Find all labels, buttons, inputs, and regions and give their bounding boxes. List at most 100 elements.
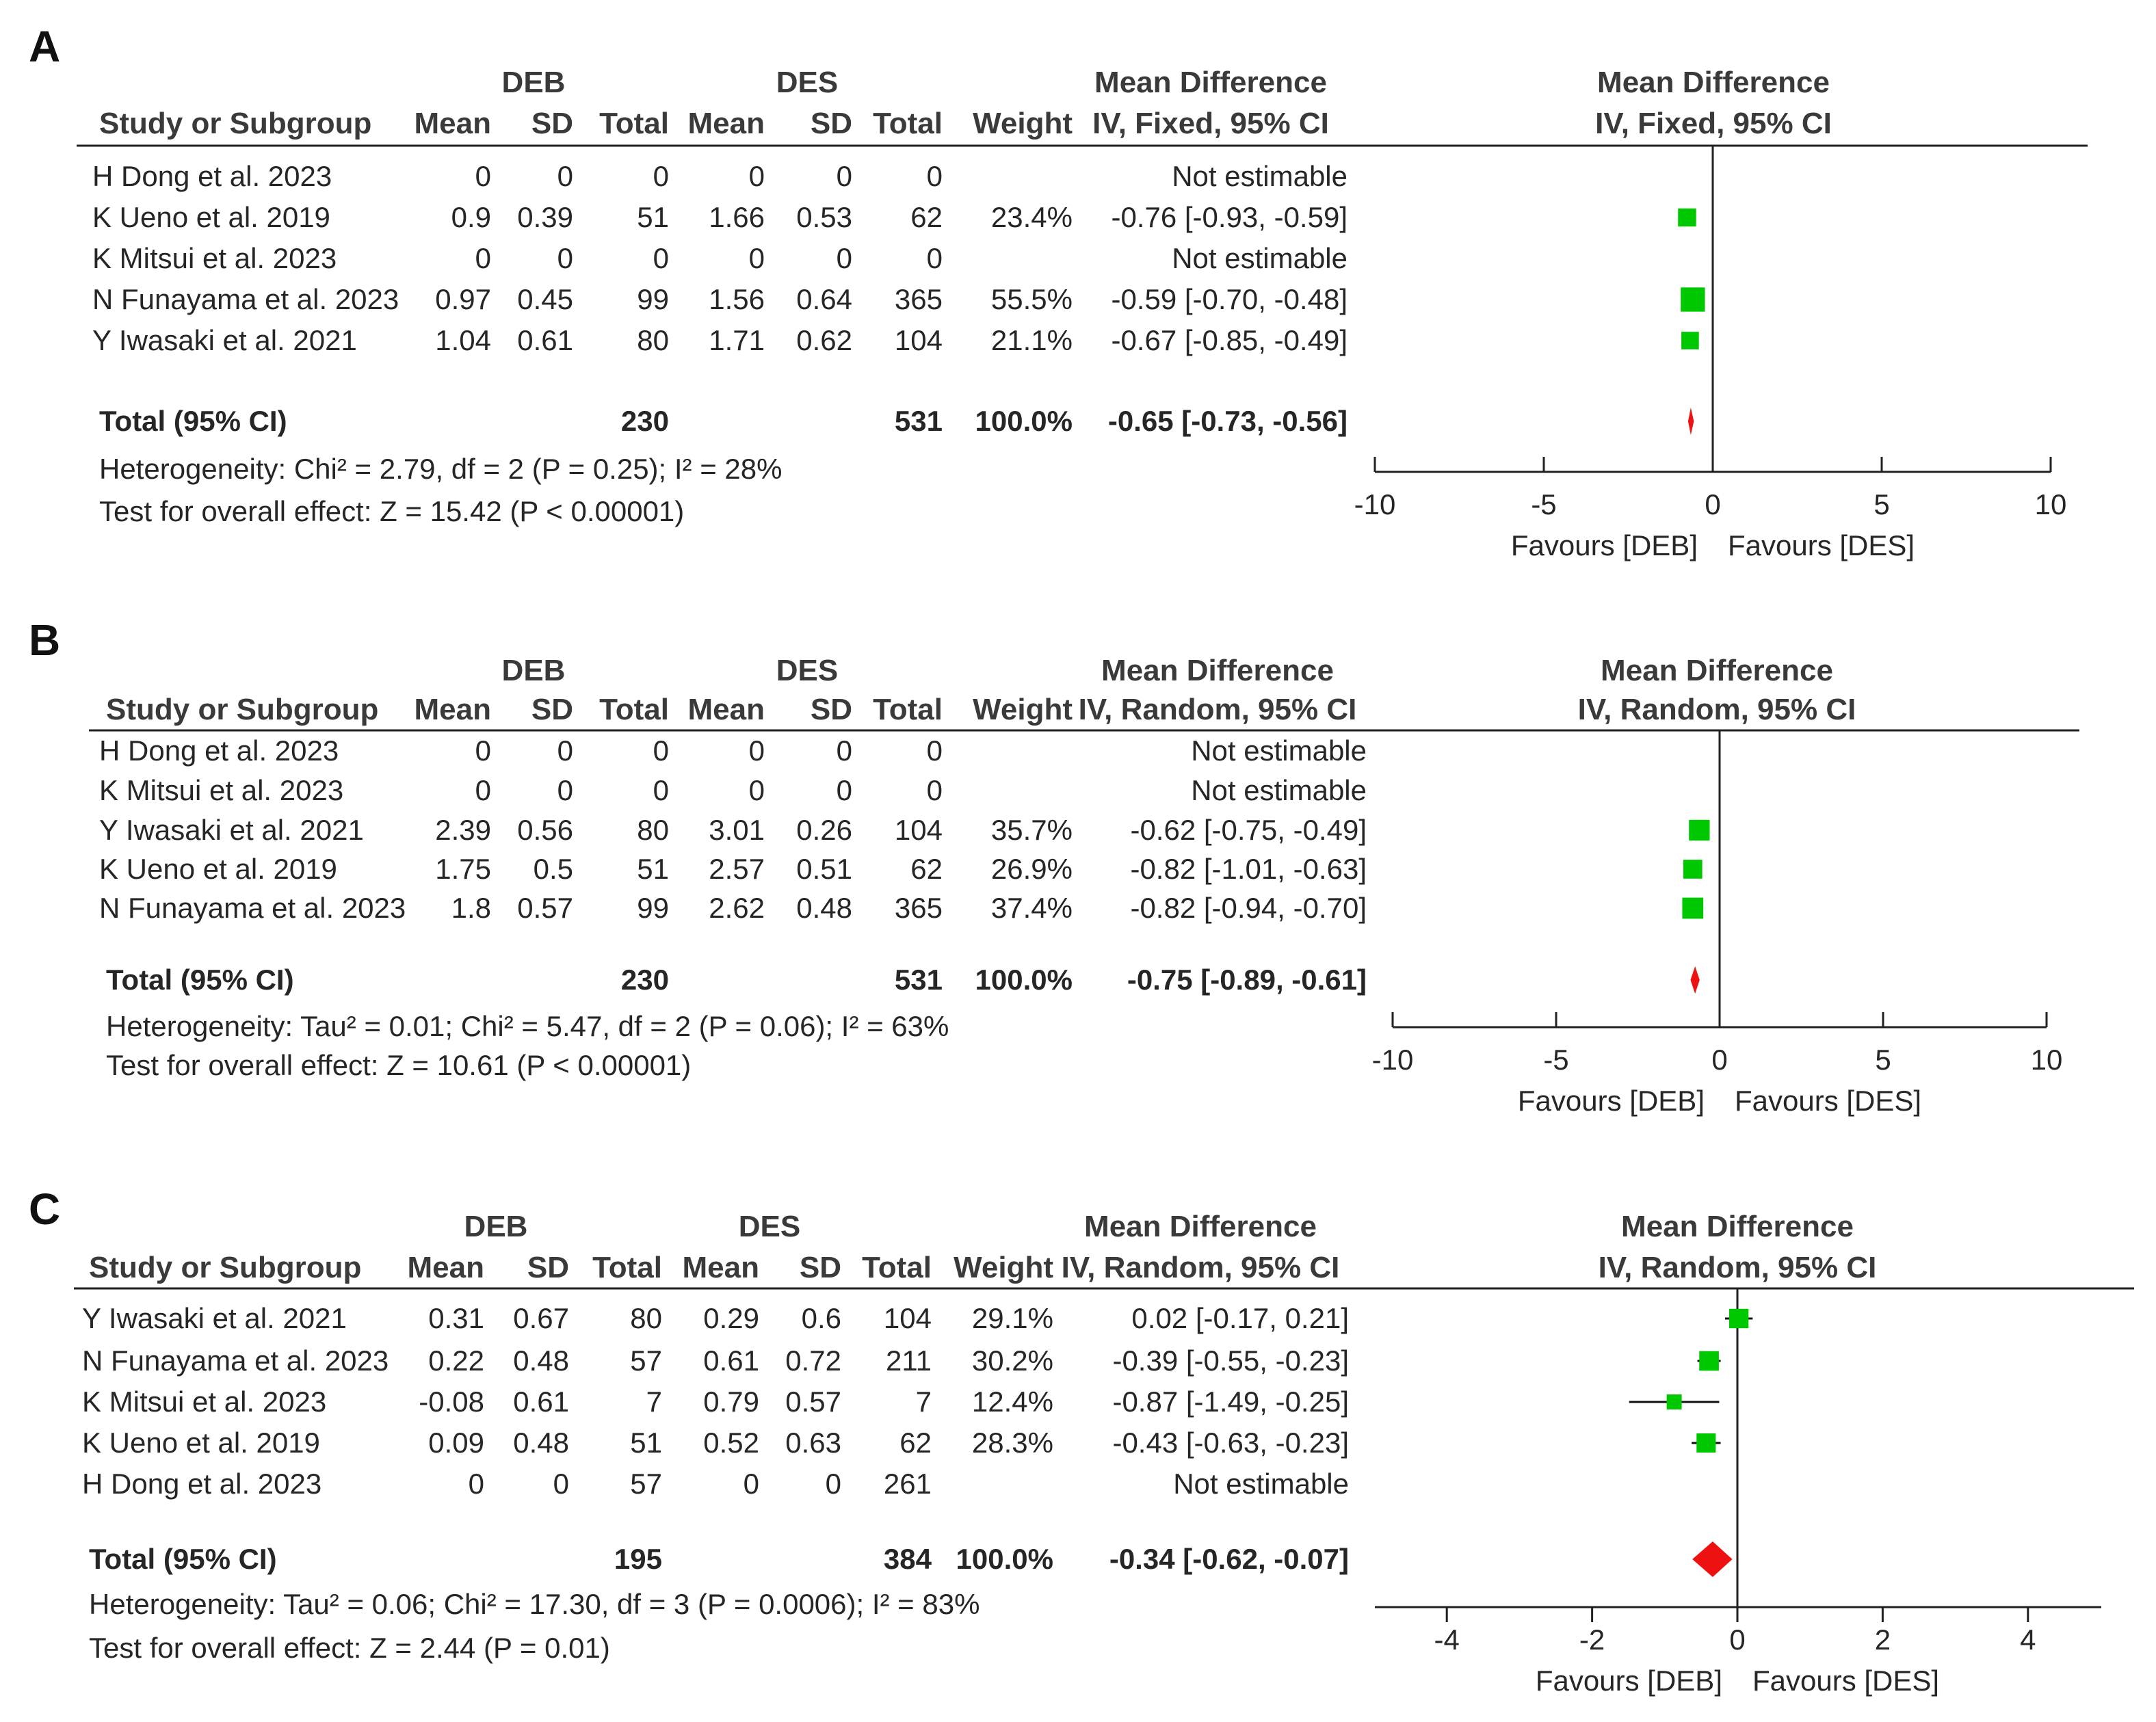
total-ci: -0.65 [-0.73, -0.56] — [1108, 405, 1348, 437]
des-total: 261 — [884, 1468, 932, 1500]
study-box — [1678, 208, 1696, 227]
panel-label: B — [29, 615, 60, 665]
des-mean: 0 — [749, 242, 765, 274]
heterogeneity-text: Heterogeneity: Tau² = 0.01; Chi² = 5.47,… — [106, 1010, 949, 1042]
effect-ci: 0.02 [-0.17, 0.21] — [1131, 1302, 1349, 1334]
deb-total: 0 — [653, 734, 669, 767]
des-mean: 0.29 — [703, 1302, 759, 1334]
total-weight: 100.0% — [975, 964, 1073, 996]
group2-heading: DES — [776, 654, 838, 687]
des-sd: 0 — [837, 734, 852, 767]
des-sd: 0.51 — [796, 853, 852, 885]
total-diamond — [1687, 408, 1694, 435]
group1-heading: DEB — [502, 654, 566, 687]
favours-left-label: Favours [DEB] — [1511, 529, 1698, 561]
effect-ci: Not estimable — [1172, 242, 1348, 274]
sd2-column-heading: SD — [811, 693, 852, 726]
favours-right-label: Favours [DES] — [1735, 1085, 1921, 1117]
deb-sd: 0.48 — [513, 1345, 569, 1377]
study-box — [1683, 860, 1703, 879]
des-mean: 0 — [749, 160, 765, 192]
total2-column-heading: Total — [873, 693, 943, 726]
study-name: N Funayama et al. 2023 — [92, 283, 399, 315]
deb-sd: 0 — [557, 734, 573, 767]
table-row: H Dong et al. 2023 0 0 57 0 0 261 Not estimable — [82, 1468, 1349, 1500]
des-grand-total: 531 — [895, 405, 943, 437]
study-name: K Ueno et al. 2019 — [92, 201, 330, 233]
heterogeneity-text: Heterogeneity: Tau² = 0.06; Chi² = 17.30… — [89, 1588, 980, 1620]
deb-total: 0 — [653, 774, 669, 806]
plot-method-heading: IV, Random, 95% CI — [1599, 1251, 1877, 1284]
des-sd: 0.63 — [785, 1427, 841, 1459]
des-sd: 0 — [837, 774, 852, 806]
table-row: N Funayama et al. 2023 1.8 0.57 99 2.62 0.48 3… — [99, 892, 1704, 924]
plot-method-heading: IV, Random, 95% CI — [1578, 693, 1856, 726]
des-total: 104 — [895, 814, 943, 846]
des-mean: 0 — [744, 1468, 759, 1500]
des-mean: 3.01 — [709, 814, 765, 846]
x-tick-label: -10 — [1354, 488, 1396, 520]
md-column-heading: Mean Difference — [1094, 66, 1327, 99]
deb-total: 99 — [637, 892, 669, 924]
des-total: 104 — [884, 1302, 932, 1334]
des-total: 365 — [895, 283, 943, 315]
des-total: 0 — [927, 242, 943, 274]
study-name: K Mitsui et al. 2023 — [92, 242, 337, 274]
effect-ci: -0.76 [-0.93, -0.59] — [1111, 201, 1348, 233]
x-tick-label: 2 — [1875, 1624, 1891, 1656]
total2-column-heading: Total — [873, 107, 943, 140]
weight-column-heading: Weight — [973, 107, 1073, 140]
des-total: 0 — [927, 160, 943, 192]
table-row: K Ueno et al. 2019 1.75 0.5 51 2.57 0.51 62 26.… — [99, 853, 1703, 885]
total1-column-heading: Total — [592, 1251, 662, 1284]
study-name: K Mitsui et al. 2023 — [99, 774, 343, 806]
total1-column-heading: Total — [599, 693, 669, 726]
group1-heading: DEB — [502, 66, 566, 99]
total-label: Total (95% CI) — [99, 405, 287, 437]
x-tick-label: 0 — [1729, 1624, 1745, 1656]
overall-effect-text: Test for overall effect: Z = 15.42 (P < … — [99, 495, 684, 527]
weight-value: 21.1% — [991, 324, 1073, 356]
deb-total: 51 — [637, 201, 669, 233]
sd1-column-heading: SD — [531, 107, 573, 140]
study-name: K Ueno et al. 2019 — [82, 1427, 320, 1459]
overall-effect-text: Test for overall effect: Z = 2.44 (P = 0… — [89, 1632, 610, 1664]
deb-mean: 0 — [475, 242, 491, 274]
deb-mean: 0 — [475, 734, 491, 767]
des-mean: 2.57 — [709, 853, 765, 885]
deb-sd: 0 — [557, 774, 573, 806]
x-tick-label: 4 — [2020, 1624, 2036, 1656]
panel-label: A — [29, 22, 60, 71]
total2-column-heading: Total — [862, 1251, 932, 1284]
group2-heading: DES — [776, 66, 838, 99]
weight-value: 26.9% — [991, 853, 1073, 885]
deb-sd: 0.61 — [513, 1386, 569, 1418]
des-total: 0 — [927, 734, 943, 767]
study-name: Y Iwasaki et al. 2021 — [92, 324, 357, 356]
des-mean: 0.61 — [703, 1345, 759, 1377]
table-row: K Ueno et al. 2019 0.9 0.39 51 1.66 0.53 62 23.… — [92, 201, 1696, 233]
plot-heading: Mean Difference — [1597, 66, 1830, 99]
favours-left-label: Favours [DEB] — [1536, 1665, 1722, 1697]
deb-total: 51 — [630, 1427, 662, 1459]
deb-mean: -0.08 — [419, 1386, 484, 1418]
study-box — [1681, 332, 1699, 349]
deb-sd: 0 — [557, 160, 573, 192]
table-row: H Dong et al. 2023 0 0 0 0 0 0 Not estimable — [92, 160, 1348, 192]
x-tick-label: -2 — [1579, 1624, 1605, 1656]
deb-total: 0 — [653, 160, 669, 192]
x-tick-label: -10 — [1372, 1044, 1414, 1076]
study-column-heading: Study or Subgroup — [106, 693, 378, 726]
weight-value: 30.2% — [972, 1345, 1053, 1377]
total-ci: -0.75 [-0.89, -0.61] — [1127, 964, 1367, 996]
des-mean: 0 — [749, 774, 765, 806]
deb-mean: 0.31 — [428, 1302, 484, 1334]
deb-mean: 0.97 — [435, 283, 491, 315]
deb-mean: 0.9 — [451, 201, 491, 233]
study-box — [1699, 1351, 1719, 1371]
total-row: Total (95% CI) 195 384 100.0% -0.34 [-0.62, … — [89, 1541, 1733, 1577]
md-method-heading: IV, Random, 95% CI — [1079, 693, 1357, 726]
total-label: Total (95% CI) — [106, 964, 294, 996]
mean2-column-heading: Mean — [688, 107, 765, 140]
weight-value: 37.4% — [991, 892, 1073, 924]
